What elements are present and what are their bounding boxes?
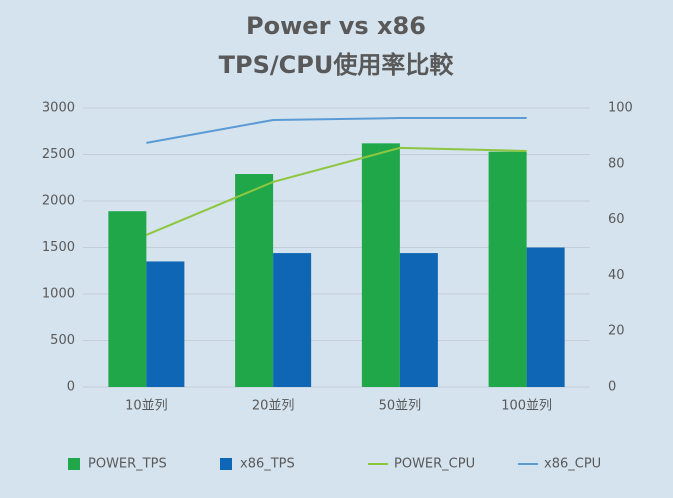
bar bbox=[526, 247, 565, 387]
y-tick-label: 1500 bbox=[42, 240, 75, 255]
y2-tick-label: 40 bbox=[608, 268, 625, 283]
bar bbox=[361, 143, 400, 387]
y-tick-label: 500 bbox=[50, 333, 75, 348]
y2-tick-label: 20 bbox=[608, 324, 625, 339]
chart-title: TPS/CPU使用率比較 bbox=[219, 51, 455, 79]
x-tick-label: 50並列 bbox=[379, 399, 422, 414]
bar bbox=[235, 174, 274, 387]
y2-tick-label: 100 bbox=[608, 101, 633, 116]
legend-label: POWER_CPU bbox=[394, 457, 475, 472]
y-tick-label: 2000 bbox=[42, 194, 75, 209]
y2-tick-label: 60 bbox=[608, 212, 625, 227]
bar bbox=[399, 253, 438, 387]
line bbox=[146, 117, 527, 144]
legend-label: POWER_TPS bbox=[88, 457, 167, 472]
legend-swatch bbox=[220, 458, 232, 470]
y-tick-label: 1000 bbox=[42, 287, 75, 302]
y-tick-label: 0 bbox=[67, 380, 75, 395]
bar bbox=[146, 261, 185, 387]
legend-label: x86_TPS bbox=[240, 457, 295, 472]
x-tick-label: 100並列 bbox=[501, 399, 552, 414]
legend-swatch bbox=[68, 458, 80, 470]
chart-title: Power vs x86 bbox=[246, 12, 426, 40]
y-tick-label: 2500 bbox=[42, 147, 75, 162]
y2-tick-label: 0 bbox=[608, 380, 616, 395]
y2-tick-label: 80 bbox=[608, 156, 625, 171]
legend-label: x86_CPU bbox=[544, 457, 601, 472]
y-tick-label: 3000 bbox=[42, 101, 75, 116]
x-tick-label: 20並列 bbox=[252, 399, 295, 414]
line bbox=[145, 146, 527, 236]
bar bbox=[273, 253, 312, 387]
bar bbox=[108, 211, 147, 387]
x-tick-label: 10並列 bbox=[125, 399, 168, 414]
bar bbox=[488, 151, 527, 387]
